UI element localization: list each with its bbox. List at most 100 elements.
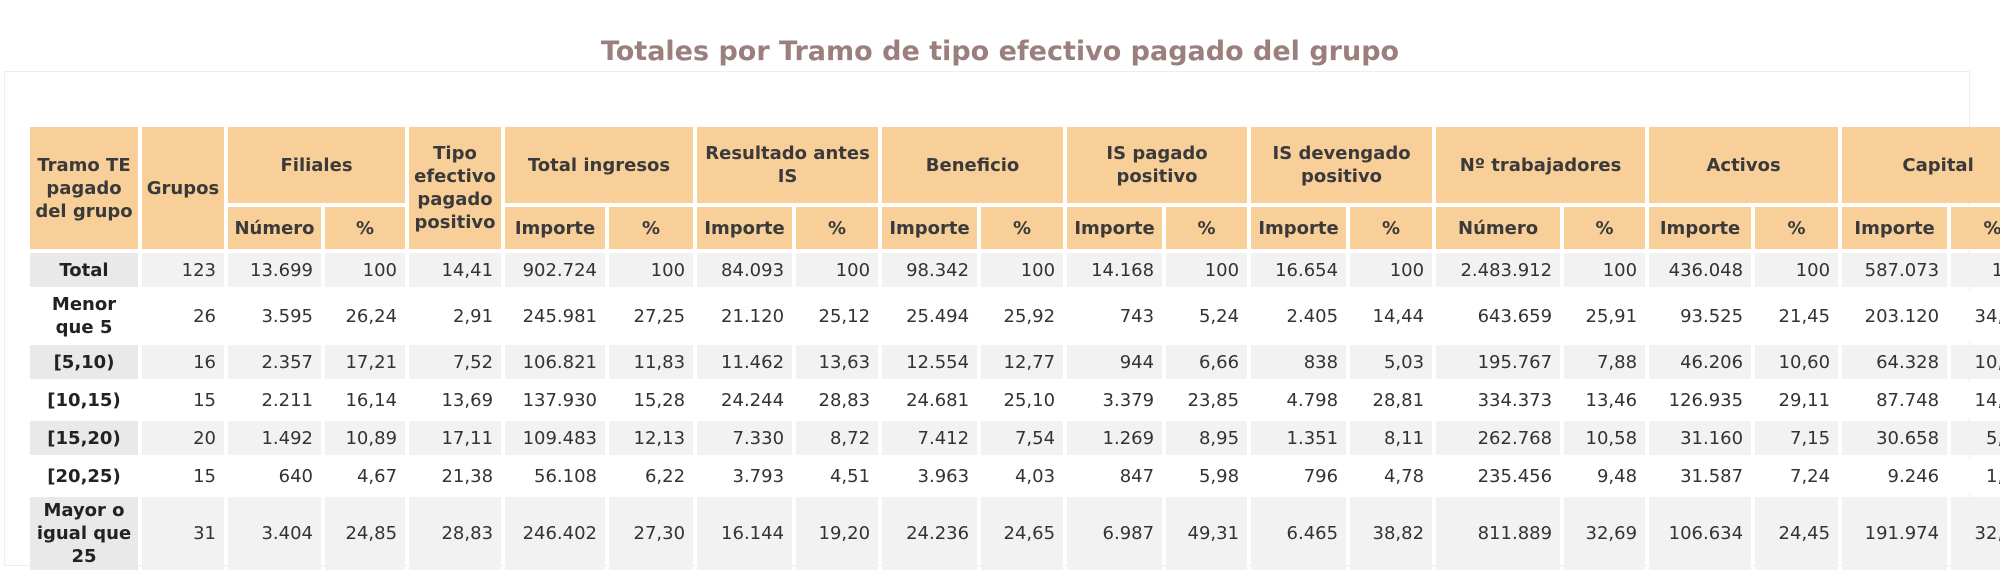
cell: 14.168 <box>1067 253 1163 287</box>
cell: 1.492 <box>228 421 321 455</box>
cell: 811.889 <box>1436 497 1561 570</box>
cell: 26 <box>142 291 224 341</box>
cell: 19,20 <box>796 497 879 570</box>
cell: 28,81 <box>1350 383 1433 417</box>
data-row: [20,25) 15 640 4,67 21,38 56.108 6,22 3.793 4,51… <box>30 459 2000 493</box>
cell: 6,22 <box>609 459 694 493</box>
cell: 4,03 <box>981 459 1064 493</box>
cell: 25,92 <box>981 291 1064 341</box>
cell: 24,65 <box>981 497 1064 570</box>
sub-header: % <box>1166 207 1248 249</box>
cell: 643.659 <box>1436 291 1561 341</box>
cell: 203.120 <box>1842 291 1948 341</box>
sub-header: Importe <box>882 207 978 249</box>
cell: 2.211 <box>228 383 321 417</box>
cell: 49,31 <box>1166 497 1248 570</box>
cell: 31 <box>142 497 224 570</box>
cell: 16 <box>142 345 224 379</box>
cell: 4,78 <box>1350 459 1433 493</box>
cell: 9.246 <box>1842 459 1948 493</box>
cell: 262.768 <box>1436 421 1561 455</box>
cell: 137.930 <box>505 383 606 417</box>
cell: 14,41 <box>409 253 502 287</box>
cell: 5,03 <box>1350 345 1433 379</box>
row-label: [20,25) <box>30 459 138 493</box>
cell: 46.206 <box>1649 345 1752 379</box>
column-header: Total ingresos <box>505 127 694 203</box>
column-header: Nº trabajadores <box>1436 127 1646 203</box>
cell: 334.373 <box>1436 383 1561 417</box>
cell: 6.465 <box>1251 497 1347 570</box>
cell: 4,67 <box>325 459 406 493</box>
cell: 235.456 <box>1436 459 1561 493</box>
cell: 64.328 <box>1842 345 1948 379</box>
data-row: [10,15) 15 2.211 16,14 13,69 137.930 15,28 24.2… <box>30 383 2000 417</box>
row-label: Menor que 5 <box>30 291 138 341</box>
column-header: Grupos <box>142 127 224 249</box>
sub-header: Importe <box>505 207 606 249</box>
data-row: Menor que 5 26 3.595 26,24 2,91 245.981 27,25 2… <box>30 291 2000 341</box>
cell: 587.073 <box>1842 253 1948 287</box>
cell: 28,83 <box>409 497 502 570</box>
page-title: Totales por Tramo de tipo efectivo pagad… <box>600 36 1400 67</box>
cell: 126.935 <box>1649 383 1752 417</box>
cell: 2.405 <box>1251 291 1347 341</box>
cell: 123 <box>142 253 224 287</box>
sub-header: % <box>325 207 406 249</box>
cell: 25,10 <box>981 383 1064 417</box>
cell: 7,15 <box>1755 421 1839 455</box>
cell: 100 <box>796 253 879 287</box>
cell: 2.483.912 <box>1436 253 1561 287</box>
cell: 24.244 <box>697 383 793 417</box>
cell: 23,85 <box>1166 383 1248 417</box>
cell: 3.595 <box>228 291 321 341</box>
cell: 10,60 <box>1755 345 1839 379</box>
cell: 10,89 <box>325 421 406 455</box>
cell: 7.412 <box>882 421 978 455</box>
cell: 28,83 <box>796 383 879 417</box>
sub-header: % <box>1564 207 1646 249</box>
cell: 21.120 <box>697 291 793 341</box>
column-header: Activos <box>1649 127 1839 203</box>
cell: 743 <box>1067 291 1163 341</box>
cell: 4,51 <box>796 459 879 493</box>
sub-header: % <box>1350 207 1433 249</box>
cell: 30.658 <box>1842 421 1948 455</box>
data-row: Mayor o igual que 25 31 3.404 24,85 28,83 246… <box>30 497 2000 570</box>
cell: 3.793 <box>697 459 793 493</box>
cell: 25,12 <box>796 291 879 341</box>
cell: 26,24 <box>325 291 406 341</box>
cell: 106.634 <box>1649 497 1752 570</box>
cell: 2,91 <box>409 291 502 341</box>
cell: 5,22 <box>1951 421 2000 455</box>
data-table: Tramo TE pagado del grupo Grupos Filiales T… <box>26 123 2000 574</box>
cell: 1.269 <box>1067 421 1163 455</box>
cell: 20 <box>142 421 224 455</box>
sub-header: % <box>981 207 1064 249</box>
cell: 7.330 <box>697 421 793 455</box>
cell: 27,30 <box>609 497 694 570</box>
cell: 109.483 <box>505 421 606 455</box>
sub-header: % <box>609 207 694 249</box>
cell: 16,14 <box>325 383 406 417</box>
cell: 93.525 <box>1649 291 1752 341</box>
data-row: [5,10) 16 2.357 17,21 7,52 106.821 11,83 11.462… <box>30 345 2000 379</box>
cell: 56.108 <box>505 459 606 493</box>
cell: 14,44 <box>1350 291 1433 341</box>
cell: 100 <box>325 253 406 287</box>
cell: 98.342 <box>882 253 978 287</box>
sub-header: Número <box>228 207 321 249</box>
cell: 3.404 <box>228 497 321 570</box>
column-header: Filiales <box>228 127 406 203</box>
cell: 84.093 <box>697 253 793 287</box>
cell: 902.724 <box>505 253 606 287</box>
cell: 32,70 <box>1951 497 2000 570</box>
cell: 640 <box>228 459 321 493</box>
cell: 21,45 <box>1755 291 1839 341</box>
sub-header: % <box>796 207 879 249</box>
cell: 100 <box>1755 253 1839 287</box>
cell: 13,69 <box>409 383 502 417</box>
cell: 195.767 <box>1436 345 1561 379</box>
cell: 1.351 <box>1251 421 1347 455</box>
cell: 4.798 <box>1251 383 1347 417</box>
